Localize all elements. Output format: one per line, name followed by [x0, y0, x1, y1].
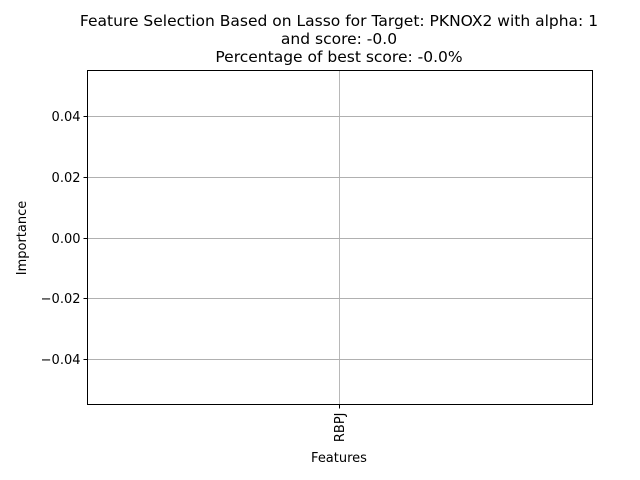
x-axis-label: Features	[311, 451, 367, 466]
title-line-1: Feature Selection Based on Lasso for Tar…	[80, 12, 598, 30]
y-axis-label: Importance	[15, 201, 30, 276]
x-tick-label: RBPJ	[333, 413, 348, 443]
y-tick-label: 0.02	[52, 171, 81, 186]
title-line-3: Percentage of best score: -0.0%	[215, 48, 462, 66]
y-tick-label: 0.04	[52, 110, 81, 125]
grid-lines	[87, 70, 593, 405]
y-axis-ticks: −0.04 −0.02 0.00 0.02 0.04	[41, 110, 88, 368]
y-tick-label: −0.02	[41, 292, 81, 307]
chart-title: Feature Selection Based on Lasso for Tar…	[80, 12, 598, 66]
x-axis-ticks: RBPJ	[333, 404, 348, 443]
plot-frame	[87, 70, 593, 405]
y-tick-label: −0.04	[41, 353, 81, 368]
title-line-2: and score: -0.0	[281, 30, 397, 48]
y-tick-label: 0.00	[52, 232, 81, 247]
